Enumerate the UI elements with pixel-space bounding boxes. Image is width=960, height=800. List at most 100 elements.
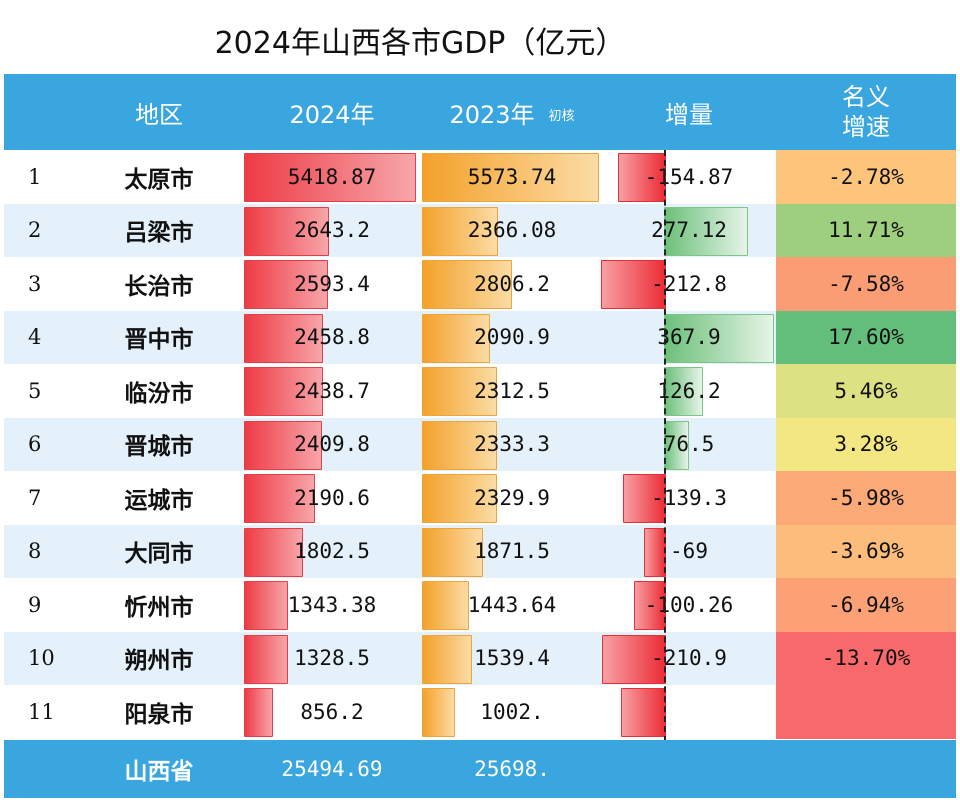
gdp-table: 地区 2024年 2023年 初核 增量 名义 增速 -2.78% 1 太原市 541… — [4, 74, 956, 798]
city-cell: 晋城市 — [124, 434, 194, 461]
rank-cell: 2 — [28, 218, 42, 243]
table-row: -13.70% 10 朔州市 1328.5 1539.4 -210.9 — [4, 631, 956, 685]
value-delta: -139.3 — [651, 485, 727, 510]
header-growth-line2: 增速 — [842, 113, 890, 141]
value-2024: 2438.7 — [294, 378, 370, 403]
growth-cell — [776, 685, 956, 739]
bar-2023 — [422, 634, 473, 684]
city-cell: 吕梁市 — [124, 220, 194, 247]
value-delta: 277.12 — [651, 218, 727, 243]
bar-2023 — [422, 420, 498, 470]
value-2024: 1343.38 — [287, 592, 377, 617]
table-row: 5.46% 5 临汾市 2438.7 2312.5 126.2 — [4, 364, 956, 418]
value-2024: 1802.5 — [294, 539, 370, 564]
city-cell: 晋中市 — [124, 327, 194, 354]
table-row: -2.78% 1 太原市 5418.87 5573.74 -154.87 — [4, 150, 956, 204]
growth-cell: -13.70% — [776, 631, 956, 685]
city-cell: 运城市 — [124, 487, 194, 514]
value-2023: 2806.2 — [474, 271, 550, 296]
value-delta: 126.2 — [657, 378, 721, 403]
bar-2024 — [244, 420, 322, 470]
bar-delta — [620, 688, 666, 737]
value-delta: -69 — [670, 539, 708, 564]
header-region: 地区 — [135, 100, 183, 129]
bar-2024 — [244, 634, 288, 684]
bar-2023 — [422, 688, 456, 737]
rank-cell: 4 — [28, 325, 42, 350]
bar-2023 — [422, 313, 490, 363]
table-row: 11 阳泉市 856.2 1002. — [4, 685, 956, 739]
growth-cell: 17.60% — [776, 310, 956, 364]
rank-cell: 11 — [28, 699, 55, 724]
value-2023: 1443.64 — [467, 592, 557, 617]
value-2023: 5573.74 — [467, 164, 557, 189]
growth-cell: -6.94% — [776, 578, 956, 632]
value-2023: 1002. — [480, 699, 544, 724]
bar-2023 — [422, 581, 470, 630]
growth-cell: 11.71% — [776, 203, 956, 257]
value-2024: 2593.4 — [294, 271, 370, 296]
chart-title: 2024年山西各市GDP（亿元） — [214, 26, 626, 61]
bar-2023 — [422, 206, 499, 256]
rank-cell: 3 — [28, 271, 42, 296]
bar-delta — [622, 474, 666, 523]
city-cell: 临汾市 — [124, 380, 194, 407]
header-2023-label: 2023年 — [449, 100, 535, 129]
city-cell: 忻州市 — [124, 594, 194, 621]
value-2024: 5418.87 — [287, 164, 377, 189]
bar-2024 — [244, 313, 324, 363]
growth-cell: -5.98% — [776, 471, 956, 525]
bar-2024 — [244, 527, 303, 577]
bar-2023 — [422, 527, 483, 577]
rank-cell: 10 — [28, 646, 55, 671]
value-delta: -154.87 — [644, 164, 734, 189]
value-2024: 856.2 — [300, 699, 364, 724]
header-2023-note: 初核 — [548, 108, 575, 124]
value-delta: -212.8 — [651, 271, 727, 296]
table-footer: 山西省 25494.69 25698. — [4, 740, 956, 798]
table-row: -6.94% 9 忻州市 1343.38 1443.64 -100.26 — [4, 578, 956, 632]
growth-cell: -7.58% — [776, 257, 956, 311]
value-2023: 2333.3 — [474, 432, 550, 457]
bar-delta — [664, 420, 689, 470]
rank-cell: 9 — [28, 592, 42, 617]
value-2023: 1871.5 — [474, 539, 550, 564]
rank-cell: 7 — [28, 485, 42, 510]
growth-cell: -3.69% — [776, 524, 956, 578]
value-2024: 2190.6 — [294, 485, 370, 510]
header-growth: 名义 增速 — [776, 74, 956, 150]
value-2023: 2312.5 — [474, 378, 550, 403]
city-cell: 太原市 — [124, 166, 194, 193]
bar-2024 — [244, 260, 328, 309]
value-2024: 1328.5 — [294, 646, 370, 671]
bar-2024 — [244, 206, 330, 256]
value-2023: 2090.9 — [474, 325, 550, 350]
bar-2024 — [244, 474, 315, 523]
header-delta: 增量 — [665, 100, 713, 129]
table-row: 11.71% 2 吕梁市 2643.2 2366.08 277.12 — [4, 203, 956, 257]
footer-2023: 25698. — [474, 757, 550, 781]
header-2023: 2023年 初核 — [422, 74, 602, 150]
value-delta: 367.9 — [657, 325, 721, 350]
header-growth-line1: 名义 — [842, 83, 890, 111]
city-cell: 阳泉市 — [124, 701, 194, 728]
bar-2024 — [244, 367, 323, 416]
bar-delta — [664, 206, 748, 256]
bar-delta — [601, 260, 666, 309]
footer-2024: 25494.69 — [281, 757, 383, 781]
value-2024: 2458.8 — [294, 325, 370, 350]
value-delta: 76.5 — [663, 432, 715, 457]
table-row: 3.28% 6 晋城市 2409.8 2333.3 76.5 — [4, 417, 956, 471]
bar-2024 — [244, 688, 273, 737]
bar-2023 — [422, 367, 497, 416]
bar-2024 — [244, 581, 289, 630]
bar-delta — [664, 313, 775, 363]
footer-region: 山西省 — [124, 759, 194, 785]
table-row: -7.58% 3 长治市 2593.4 2806.2 -212.8 — [4, 257, 956, 311]
table-row: -3.69% 8 大同市 1802.5 1871.5 -69 — [4, 524, 956, 578]
bar-2023 — [422, 153, 600, 202]
table-header: 地区 2024年 2023年 初核 增量 名义 增速 — [4, 74, 956, 150]
table-row: 17.60% 4 晋中市 2458.8 2090.9 367.9 — [4, 310, 956, 364]
rank-cell: 8 — [28, 539, 42, 564]
growth-cell: -2.78% — [776, 150, 956, 204]
